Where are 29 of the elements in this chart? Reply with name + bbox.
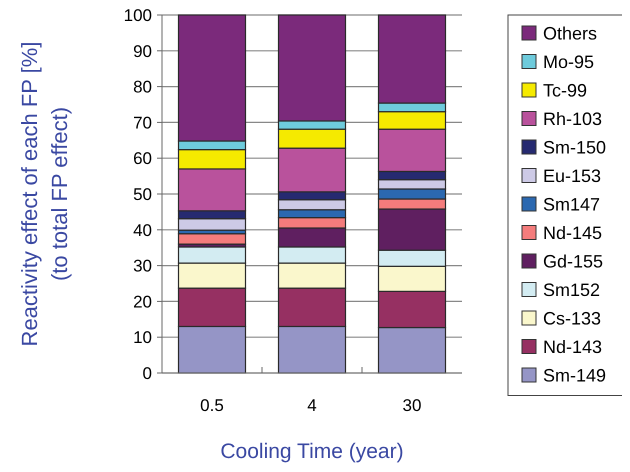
y-tick-label: 50 [133,184,152,204]
x-tick-label: 0.5 [200,396,224,415]
y-tick-label: 90 [133,42,152,61]
legend-label: Rh-103 [543,108,602,129]
legend-label: Cs-133 [543,308,602,328]
y-tick-label: 100 [124,6,152,25]
y-tick-label: 60 [133,149,152,168]
legend-label: Nd-145 [543,222,602,243]
legend-label: Eu-153 [543,166,602,186]
y-tick-label: 0 [142,364,152,383]
y-axis-title: Reactivity effect of each FP [%] (to total FP effect) [17,42,72,346]
y-tick-label: 30 [133,256,152,276]
y-tick-label: 40 [133,220,152,240]
legend-label: Gd-155 [543,251,604,272]
x-axis-title: Cooling Time (year) [220,440,404,463]
legend-label: Sm-150 [543,137,606,158]
legend-label: Sm152 [543,280,600,300]
legend-label: Tc-99 [543,80,588,100]
legend-label: Sm147 [543,194,600,214]
x-tick-label: 30 [402,396,422,415]
legend-label: Others [543,23,598,44]
y-tick-label: 80 [133,78,152,97]
y-tick-label: 20 [133,292,152,312]
y-tick-label: 70 [133,113,152,132]
x-tick-label: 4 [307,396,317,415]
legend-label: Sm-149 [543,365,606,386]
legend-label: Nd-143 [543,336,602,357]
legend-label: Mo-95 [543,52,594,72]
y-tick-label: 10 [133,328,152,348]
